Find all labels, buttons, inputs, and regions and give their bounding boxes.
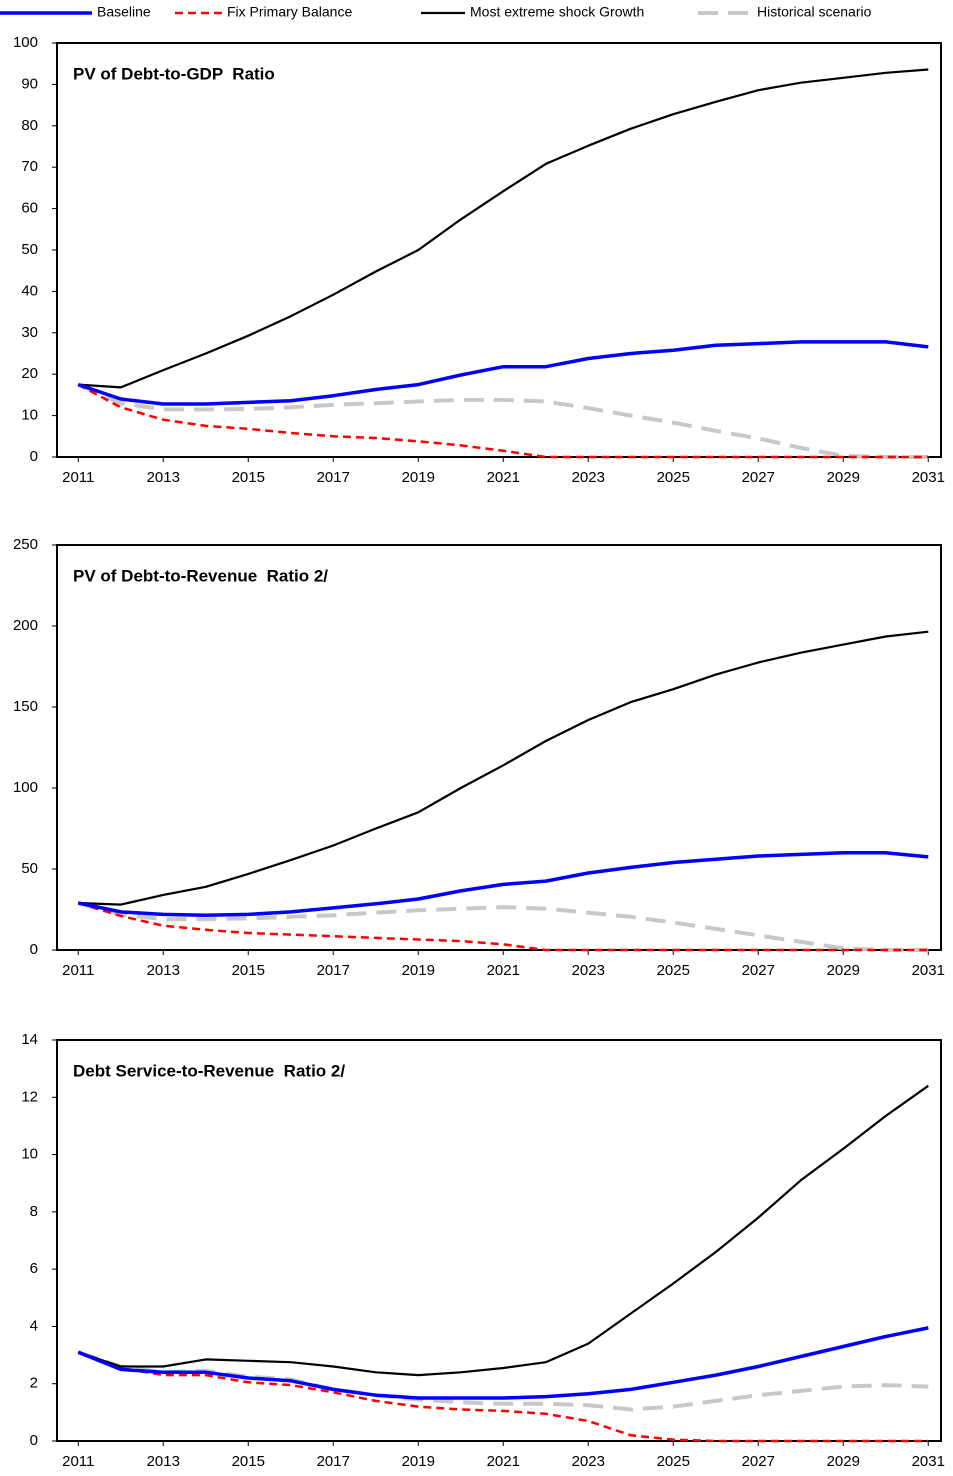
y-tick-label: 0 xyxy=(30,941,38,958)
y-tick-label: 4 xyxy=(30,1317,38,1334)
y-tick-label: 0 xyxy=(30,448,38,465)
y-tick-label: 14 xyxy=(21,1031,38,1048)
x-tick-label: 2019 xyxy=(402,962,435,979)
series-line xyxy=(77,1350,929,1412)
y-tick-label: 60 xyxy=(21,200,38,217)
x-tick-label: 2011 xyxy=(62,469,94,486)
x-tick-label: 2011 xyxy=(62,962,94,979)
x-tick-label: 2015 xyxy=(232,469,265,486)
chart-title: PV of Debt-to-Revenue Ratio 2/ xyxy=(73,566,328,585)
y-tick-label: 250 xyxy=(13,536,38,553)
y-tick-label: 40 xyxy=(21,282,38,299)
legend-label: Fix Primary Balance xyxy=(227,4,352,20)
series-line xyxy=(77,1351,929,1443)
x-tick-label: 2025 xyxy=(657,1453,690,1470)
y-tick-label: 80 xyxy=(21,117,38,134)
y-tick-label: 30 xyxy=(21,324,38,341)
plot-frame xyxy=(56,544,942,951)
y-tick-label: 100 xyxy=(13,34,38,51)
x-tick-label: 2013 xyxy=(147,1453,180,1470)
y-tick-label: 150 xyxy=(13,698,38,715)
y-tick-label: 8 xyxy=(30,1203,38,1220)
x-tick-label: 2023 xyxy=(572,469,605,486)
x-tick-label: 2021 xyxy=(487,469,520,486)
chart-title: Debt Service-to-Revenue Ratio 2/ xyxy=(73,1061,345,1080)
x-tick-label: 2019 xyxy=(402,469,435,486)
series-line xyxy=(77,1326,929,1400)
legend-label: Historical scenario xyxy=(757,4,872,20)
x-tick-label: 2031 xyxy=(912,469,945,486)
y-tick-label: 50 xyxy=(21,860,38,877)
plot-frame xyxy=(56,42,942,458)
y-tick-label: 0 xyxy=(30,1432,38,1449)
x-tick-label: 2021 xyxy=(487,1453,520,1470)
series-line xyxy=(77,851,929,917)
x-tick-label: 2023 xyxy=(572,1453,605,1470)
series-line xyxy=(78,68,929,389)
y-tick-label: 50 xyxy=(21,241,38,258)
x-tick-label: 2019 xyxy=(402,1453,435,1470)
legend-label: Baseline xyxy=(97,4,151,20)
x-tick-label: 2017 xyxy=(317,469,350,486)
x-tick-label: 2011 xyxy=(62,1453,94,1470)
x-tick-label: 2017 xyxy=(317,1453,350,1470)
y-tick-label: 6 xyxy=(30,1260,38,1277)
plot-frame xyxy=(56,1039,942,1442)
x-tick-label: 2031 xyxy=(912,962,945,979)
y-tick-label: 2 xyxy=(30,1375,38,1392)
series-line xyxy=(77,901,929,952)
x-tick-label: 2031 xyxy=(912,1453,945,1470)
chart-title: PV of Debt-to-GDP Ratio xyxy=(73,64,275,83)
x-tick-label: 2015 xyxy=(232,1453,265,1470)
x-tick-label: 2025 xyxy=(657,962,690,979)
legend-label: Most extreme shock Growth xyxy=(470,4,644,20)
series-line xyxy=(77,901,929,952)
y-tick-label: 12 xyxy=(21,1088,38,1105)
y-tick-label: 200 xyxy=(13,617,38,634)
series-line xyxy=(77,1084,929,1377)
x-tick-label: 2027 xyxy=(742,962,775,979)
x-tick-label: 2023 xyxy=(572,962,605,979)
y-tick-label: 100 xyxy=(13,779,38,796)
series-line xyxy=(77,340,929,406)
series-line xyxy=(78,630,929,906)
x-tick-label: 2029 xyxy=(827,1453,860,1470)
x-tick-label: 2017 xyxy=(317,962,350,979)
x-tick-label: 2029 xyxy=(827,962,860,979)
x-tick-label: 2029 xyxy=(827,469,860,486)
y-tick-label: 70 xyxy=(21,158,38,175)
y-tick-label: 90 xyxy=(21,75,38,92)
y-tick-label: 10 xyxy=(21,1146,38,1163)
series-line xyxy=(77,383,929,459)
x-tick-label: 2013 xyxy=(147,469,180,486)
y-tick-label: 20 xyxy=(21,365,38,382)
x-tick-label: 2027 xyxy=(742,469,775,486)
x-tick-label: 2021 xyxy=(487,962,520,979)
y-tick-label: 10 xyxy=(21,407,38,424)
x-tick-label: 2013 xyxy=(147,962,180,979)
series-line xyxy=(77,382,929,459)
x-tick-label: 2015 xyxy=(232,962,265,979)
x-tick-label: 2025 xyxy=(657,469,690,486)
x-tick-label: 2027 xyxy=(742,1453,775,1470)
